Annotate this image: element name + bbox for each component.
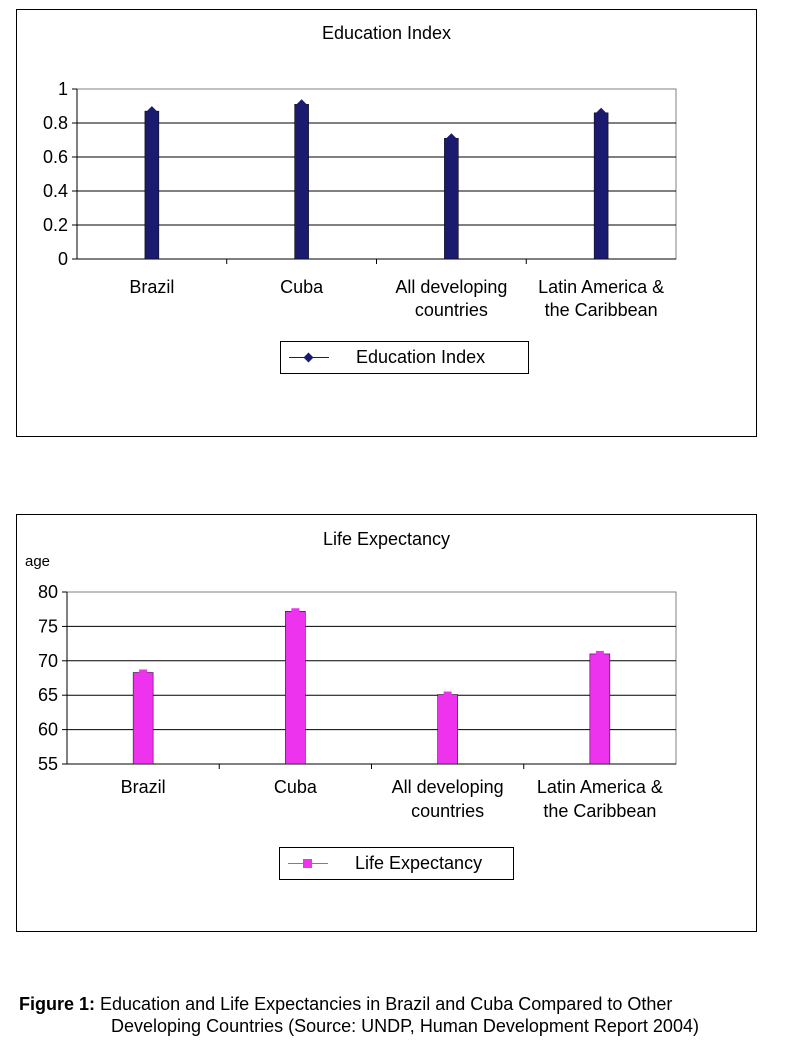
y-tick-label: 65 bbox=[38, 685, 58, 705]
figure-caption: Figure 1: Education and Life Expectancie… bbox=[19, 993, 699, 1037]
bar bbox=[285, 611, 306, 765]
plot-area bbox=[76, 88, 677, 260]
x-category-label: Cuba bbox=[274, 777, 318, 797]
y-tick-label: 0.6 bbox=[43, 147, 68, 167]
x-category-label: Latin America & the Caribbean bbox=[538, 277, 664, 320]
bar bbox=[444, 138, 459, 260]
y-tick-label: 1 bbox=[58, 79, 68, 99]
x-category-label: Cuba bbox=[280, 277, 324, 297]
legend-label: Life Expectancy bbox=[355, 853, 483, 873]
data-point-diamond bbox=[296, 99, 307, 110]
education-index-plot: 0 0.2 0.4 0.6 0.8 1 Brazil Cuba All developing co… bbox=[43, 79, 677, 320]
x-category-label-line: Brazil bbox=[129, 277, 174, 297]
data-point-square bbox=[139, 669, 148, 676]
caption-line-1: Education and Life Expectancies in Brazi… bbox=[100, 994, 673, 1014]
legend-label: Education Index bbox=[356, 347, 486, 367]
y-tick-label: 0.4 bbox=[43, 181, 68, 201]
x-category-label: All developing countries bbox=[392, 777, 504, 821]
data-point-square bbox=[443, 691, 452, 698]
x-category-label: Brazil bbox=[121, 777, 166, 797]
education-index-chart: Education Index 0 0.2 0.4 0.6 0.8 1 Brazil Cuba… bbox=[16, 9, 757, 437]
y-tick-label: 75 bbox=[38, 616, 58, 636]
data-point-diamond bbox=[146, 106, 157, 117]
life-expectancy-plot: 55 60 65 70 75 80 Brazil Cuba All developing coun… bbox=[38, 582, 677, 821]
x-category-label: Latin America & the Caribbean bbox=[537, 777, 663, 821]
bar bbox=[144, 110, 160, 260]
chart-legend: Education Index bbox=[280, 341, 529, 374]
chart-title: Education Index bbox=[321, 23, 452, 43]
x-category-label-line: Cuba bbox=[280, 277, 324, 297]
x-category-label-line: the Caribbean bbox=[543, 801, 656, 821]
data-point-square bbox=[595, 650, 604, 657]
chart-legend: Life Expectancy bbox=[279, 847, 514, 880]
x-category-label-line: Latin America & bbox=[537, 777, 663, 797]
life-expectancy-chart: Life Expectancy age 55 60 65 70 75 80 Brazil Cu… bbox=[16, 514, 757, 932]
y-axis-label: age bbox=[25, 553, 51, 570]
data-point-diamond bbox=[596, 107, 607, 118]
x-category-label-line: Brazil bbox=[121, 777, 166, 797]
x-category-label-line: Cuba bbox=[274, 777, 318, 797]
y-tick-label: 60 bbox=[38, 720, 58, 740]
legend-square-marker bbox=[303, 859, 312, 868]
caption-label: Figure 1: bbox=[19, 994, 96, 1014]
x-category-label-line: All developing bbox=[395, 277, 507, 297]
plot-area bbox=[66, 591, 677, 765]
x-category-label-line: the Caribbean bbox=[545, 300, 658, 320]
data-point-square bbox=[291, 608, 300, 615]
legend-diamond-marker bbox=[303, 352, 314, 363]
x-category-label-line: countries bbox=[411, 801, 484, 821]
x-category-label: All developing countries bbox=[395, 277, 507, 320]
chart-title: Life Expectancy bbox=[322, 529, 451, 549]
y-tick-label: 0.8 bbox=[43, 113, 68, 133]
y-tick-label: 70 bbox=[38, 651, 58, 671]
x-category-label-line: All developing bbox=[392, 777, 504, 797]
x-category-label-line: Latin America & bbox=[538, 277, 664, 297]
bar bbox=[593, 112, 609, 260]
y-tick-label: 55 bbox=[38, 754, 58, 774]
data-point-diamond bbox=[446, 133, 457, 144]
y-tick-label: 80 bbox=[38, 582, 58, 602]
y-tick-label: 0.2 bbox=[43, 215, 68, 235]
caption-line-2: Developing Countries (Source: UNDP, Huma… bbox=[111, 1016, 699, 1036]
bar bbox=[294, 104, 309, 260]
x-category-label: Brazil bbox=[129, 277, 174, 297]
bar bbox=[589, 653, 611, 765]
y-tick-label: 0 bbox=[58, 249, 68, 269]
bar bbox=[437, 694, 458, 765]
x-category-label-line: countries bbox=[415, 300, 488, 320]
bar bbox=[132, 672, 154, 765]
